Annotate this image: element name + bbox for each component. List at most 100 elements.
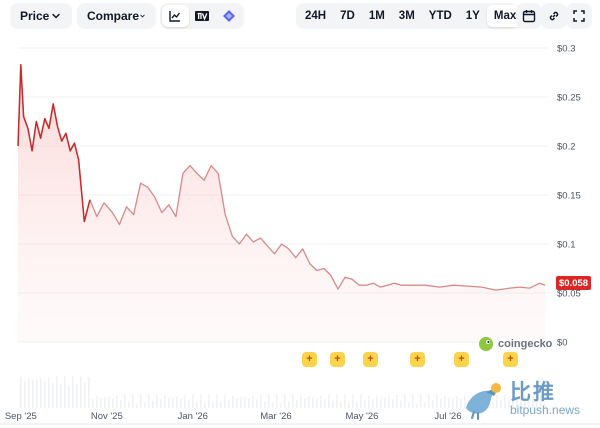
range-3m[interactable]: 3M [398, 10, 415, 22]
link-icon [549, 11, 559, 21]
volume-bar [292, 394, 294, 408]
volume-bar [528, 398, 530, 408]
watermark-en-text: bitpush.news [510, 403, 581, 417]
volume-bar [164, 395, 166, 408]
volume-bar [300, 395, 302, 408]
volume-bar [368, 395, 370, 408]
volume-bar [332, 400, 334, 408]
volume-bar [24, 380, 26, 408]
chart-type-line[interactable] [162, 5, 189, 27]
volume-bar [260, 394, 262, 408]
fullscreen-button[interactable] [566, 3, 592, 29]
x-tick-label: Sep '25 [5, 411, 37, 422]
event-marker[interactable]: + [330, 352, 345, 367]
volume-bar [268, 394, 270, 408]
range-24h[interactable]: 24H [305, 10, 327, 22]
volume-bar [64, 376, 66, 408]
expand-icon [573, 10, 585, 22]
volume-bar [192, 394, 194, 408]
range-1y[interactable]: 1Y [465, 10, 480, 22]
volume-bar [60, 383, 62, 408]
price-dropdown[interactable]: Price [10, 3, 72, 29]
volume-bar [392, 398, 394, 408]
volume-bar [148, 394, 150, 408]
volume-bar [120, 399, 122, 408]
chart-type-tradingview[interactable] [189, 5, 216, 27]
volume-bar [316, 397, 318, 408]
volume-bar [48, 377, 50, 408]
price-line-highlight [17, 63, 91, 223]
volume-bar [44, 380, 46, 408]
volume-bar [208, 394, 210, 408]
chart-type-diamond[interactable] [215, 5, 242, 27]
volume-bar [264, 401, 266, 408]
volume-bar [40, 378, 42, 408]
volume-bar [520, 397, 522, 408]
event-marker[interactable]: + [363, 352, 378, 367]
y-tick-label: $0.2 [557, 142, 576, 153]
volume-bar [508, 398, 510, 408]
volume-bar [152, 400, 154, 408]
compare-dropdown[interactable]: Compare [77, 3, 156, 29]
volume-bar [72, 376, 74, 408]
price-area [18, 64, 546, 342]
gecko-icon [479, 337, 493, 351]
volume-bar [168, 397, 170, 408]
volume-bar [540, 394, 542, 408]
volume-bar [140, 394, 142, 408]
chart-type-switcher [160, 3, 244, 29]
diamond-icon [222, 10, 235, 22]
volume-bar [224, 394, 226, 408]
share-link-button[interactable] [541, 3, 567, 29]
chevron-down-icon [52, 13, 60, 19]
event-marker[interactable]: + [302, 352, 317, 367]
y-tick-label: $0.15 [557, 191, 581, 202]
volume-bar [248, 397, 250, 408]
volume-bar [108, 396, 110, 408]
coingecko-logo: coingecko [478, 336, 552, 352]
volume-bar [364, 400, 366, 408]
volume-bar [452, 397, 454, 408]
volume-bar [284, 394, 286, 408]
volume-bar [172, 396, 174, 408]
range-7d[interactable]: 7D [340, 10, 355, 22]
volume-bar [84, 382, 86, 408]
volume-bar [280, 403, 282, 408]
range-max[interactable]: Max [486, 5, 524, 27]
volume-bar [232, 395, 234, 408]
volume-bar [324, 399, 326, 408]
volume-bar [380, 397, 382, 408]
event-marker[interactable]: + [410, 352, 425, 367]
volume-bar [68, 385, 70, 408]
volume-bar [328, 394, 330, 408]
volume-bar [356, 401, 358, 408]
volume-bar [512, 395, 514, 408]
range-1m[interactable]: 1M [368, 10, 385, 22]
volume-bar [176, 396, 178, 408]
x-tick-label: Jan '26 [178, 411, 208, 422]
volume-bar [524, 396, 526, 408]
chart-toolbar: Price Compare 24H 7D 1M 3M YTD 1Y Max [0, 0, 600, 36]
volume-bar [204, 403, 206, 408]
volume-bar [456, 396, 458, 408]
volume-bar [136, 403, 138, 408]
volume-bar [400, 400, 402, 408]
volume-bar [464, 395, 466, 408]
volume-bar [500, 400, 502, 408]
volume-bar [220, 401, 222, 408]
volume-bar [112, 398, 114, 408]
event-marker[interactable]: + [454, 352, 469, 367]
volume-bar [440, 398, 442, 408]
volume-bar [404, 394, 406, 408]
event-marker[interactable]: + [503, 352, 518, 367]
y-tick-label: $0.05 [557, 289, 581, 300]
volume-bar [200, 394, 202, 408]
volume-bar [160, 399, 162, 408]
calendar-button[interactable] [516, 3, 542, 29]
current-price-tag: $0.058 [556, 276, 592, 290]
volume-bar [80, 376, 82, 408]
plus-icon: + [367, 353, 374, 365]
volume-bar [312, 396, 314, 408]
range-ytd[interactable]: YTD [428, 10, 452, 22]
